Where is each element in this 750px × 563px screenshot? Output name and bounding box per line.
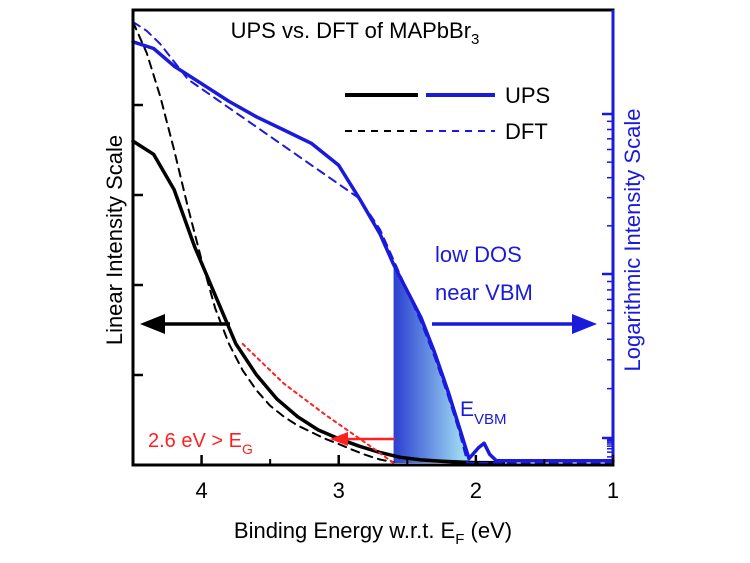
x-axis-label: Binding Energy w.r.t. EF (eV): [234, 518, 512, 548]
chart-title-main: UPS vs. DFT of MAPbBr: [231, 18, 471, 43]
x-tick-label: 4: [195, 478, 207, 503]
x-tick-label: 1: [607, 478, 619, 503]
linear-scale-arrow-head: [140, 314, 165, 334]
legend-dft-label: DFT: [505, 119, 548, 144]
legend: UPS DFT: [345, 83, 550, 144]
series-line-dft-log-dashed: [132, 21, 614, 464]
log-scale-arrow-head: [572, 314, 597, 334]
x-axis-label-end: (eV): [464, 518, 512, 543]
axis-ticks: 4 3 2 1: [132, 103, 619, 503]
legend-ups-label: UPS: [505, 83, 550, 108]
low-dos-label-line1: low DOS: [435, 242, 522, 267]
evbm-label: EVBM: [460, 398, 507, 428]
y-axis-label-right: Logarithmic Intensity Scale: [620, 109, 645, 372]
gap-label: 2.6 eV > EG: [148, 430, 253, 457]
series-line-dft-linear-dashed: [132, 21, 395, 464]
x-axis-label-main: Binding Energy w.r.t. E: [234, 518, 455, 543]
series-line-fit-linear-dotted: [241, 342, 395, 464]
y-axis-label-left: Linear Intensity Scale: [102, 135, 127, 345]
gap-label-subscript: G: [242, 441, 253, 457]
x-axis-label-subscript: F: [455, 531, 464, 548]
plot-frame: [131, 8, 615, 467]
plot-area: [131, 21, 615, 465]
gap-arrow-head: [330, 432, 348, 446]
series-line-ups-linear-solid: [131, 139, 506, 465]
x-tick-label: 2: [470, 478, 482, 503]
gap-label-main: 2.6 eV > E: [148, 430, 242, 452]
x-tick-label: 3: [333, 478, 345, 503]
evbm-label-main: E: [460, 398, 474, 421]
vbm-shaded-region: [393, 264, 469, 463]
chart-title-subscript: 3: [471, 31, 479, 48]
chart-title: UPS vs. DFT of MAPbBr3: [231, 18, 480, 48]
evbm-label-subscript: VBM: [474, 411, 507, 428]
low-dos-label-line2: near VBM: [435, 280, 533, 305]
